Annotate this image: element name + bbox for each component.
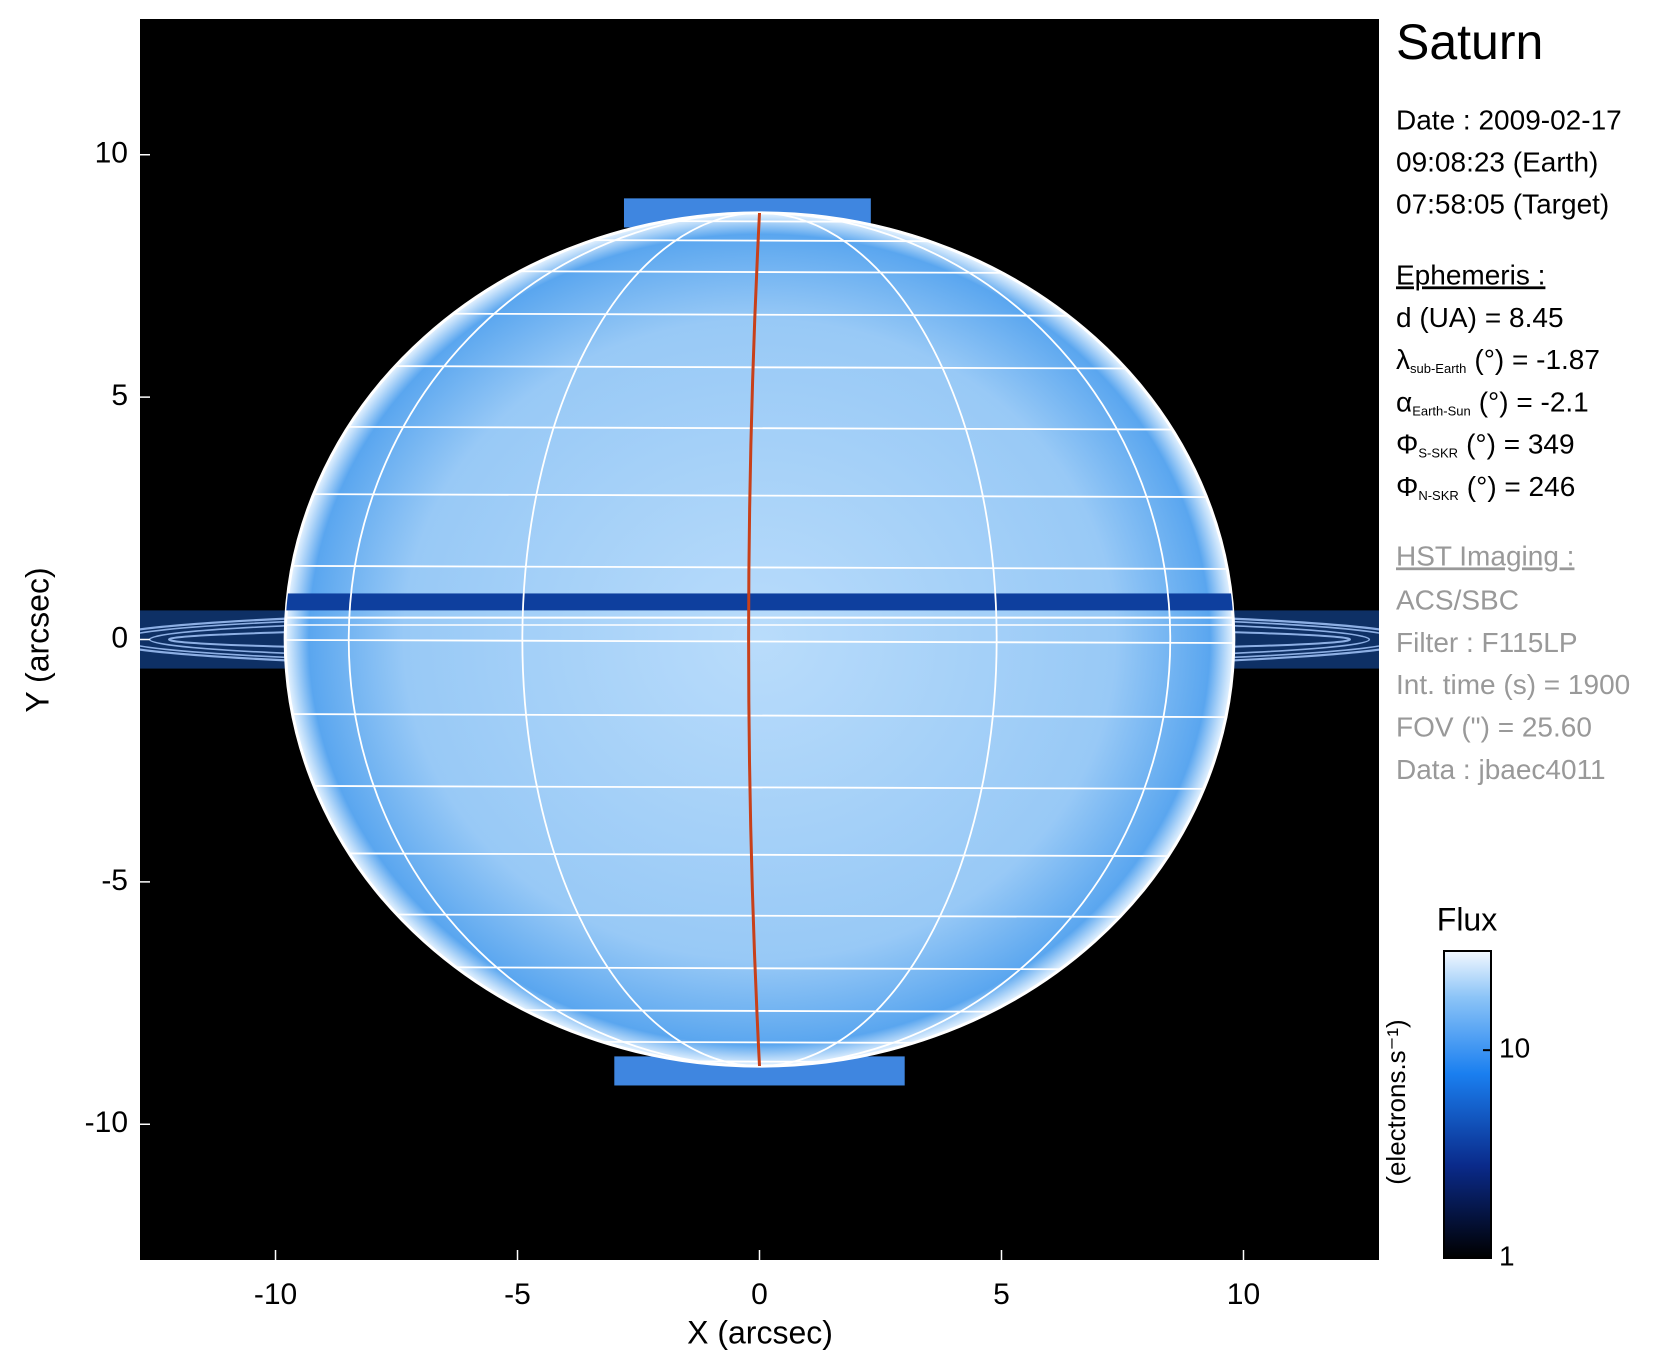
imaging-line: Int. time (s) = 1900 bbox=[1396, 669, 1630, 700]
ephemeris-value: (°) = 349 bbox=[1466, 429, 1574, 460]
central-meridian bbox=[747, 212, 761, 1067]
y-tick-label: 5 bbox=[111, 379, 128, 412]
ephemeris-row: ΦN-SKR (°) = 246 bbox=[1396, 471, 1575, 503]
date-line: 09:08:23 (Earth) bbox=[1396, 146, 1598, 177]
ephemeris-row: αEarth-Sun (°) = -2.1 bbox=[1396, 387, 1589, 419]
latitude-line bbox=[285, 492, 1234, 499]
latitude-line bbox=[285, 638, 1234, 645]
planet-disk bbox=[283, 211, 1236, 1068]
imaging-line: ACS/SBC bbox=[1396, 584, 1519, 615]
ephemeris-value: (°) = -2.1 bbox=[1479, 387, 1589, 418]
ephemeris-row: λsub-Earth (°) = -1.87 bbox=[1396, 345, 1600, 377]
imaging-heading: HST Imaging : bbox=[1396, 540, 1574, 571]
longitude-line bbox=[347, 212, 1172, 1067]
x-axis-label: X (arcsec) bbox=[687, 1314, 833, 1350]
ephemeris-symbol: d (UA) bbox=[1396, 302, 1477, 333]
x-tick-label: -10 bbox=[254, 1278, 297, 1311]
latitude-line bbox=[285, 564, 1234, 571]
ephemeris-row: d (UA) = 8.45 bbox=[1396, 302, 1564, 333]
y-tick-label: -5 bbox=[101, 864, 128, 897]
imaging-line: Filter : F115LP bbox=[1396, 627, 1578, 658]
ephemeris-symbol: Φ bbox=[1396, 471, 1418, 502]
x-tick-label: 5 bbox=[993, 1278, 1010, 1311]
y-tick-label: 10 bbox=[95, 137, 128, 170]
ephemeris-subscript: Earth-Sun bbox=[1412, 404, 1471, 419]
y-tick-label: -10 bbox=[85, 1106, 128, 1139]
ring-shadow bbox=[285, 593, 1234, 611]
x-tick-label: 0 bbox=[751, 1278, 768, 1311]
colorbar-label: (electrons.s⁻¹) bbox=[1381, 1019, 1411, 1184]
ephemeris-symbol: λ bbox=[1396, 345, 1410, 376]
ephemeris-symbol: Φ bbox=[1396, 429, 1418, 460]
latitude-line bbox=[285, 784, 1234, 791]
ephemeris-symbol: α bbox=[1396, 387, 1412, 418]
colorbar-tick-label: 1 bbox=[1499, 1240, 1515, 1271]
longitude-line bbox=[521, 212, 998, 1067]
ephemeris-row: ΦS-SKR (°) = 349 bbox=[1396, 429, 1575, 461]
target-title: Saturn bbox=[1396, 14, 1543, 70]
ephemeris-heading: Ephemeris : bbox=[1396, 259, 1545, 290]
date-line: Date : 2009-02-17 bbox=[1396, 104, 1622, 135]
imaging-line: FOV (") = 25.60 bbox=[1396, 712, 1592, 743]
y-axis-label: Y (arcsec) bbox=[19, 567, 55, 712]
ephemeris-subscript: sub-Earth bbox=[1410, 362, 1466, 377]
ephemeris-value: = 8.45 bbox=[1485, 302, 1564, 333]
colorbar-title: Flux bbox=[1437, 901, 1497, 937]
y-tick-label: 0 bbox=[111, 621, 128, 654]
x-tick-label: -5 bbox=[504, 1278, 531, 1311]
x-tick-label: 10 bbox=[1227, 1278, 1260, 1311]
ephemeris-subscript: S-SKR bbox=[1418, 446, 1458, 461]
ephemeris-value: (°) = 246 bbox=[1467, 471, 1575, 502]
colorbar bbox=[1443, 950, 1492, 1259]
ephemeris-value: (°) = -1.87 bbox=[1474, 345, 1600, 376]
imaging-line: Data : jbaec4011 bbox=[1396, 754, 1606, 785]
ephemeris-subscript: N-SKR bbox=[1418, 488, 1458, 503]
date-line: 07:58:05 (Target) bbox=[1396, 188, 1609, 219]
latitude-line bbox=[285, 712, 1234, 719]
colorbar-tick-label: 10 bbox=[1499, 1033, 1530, 1064]
